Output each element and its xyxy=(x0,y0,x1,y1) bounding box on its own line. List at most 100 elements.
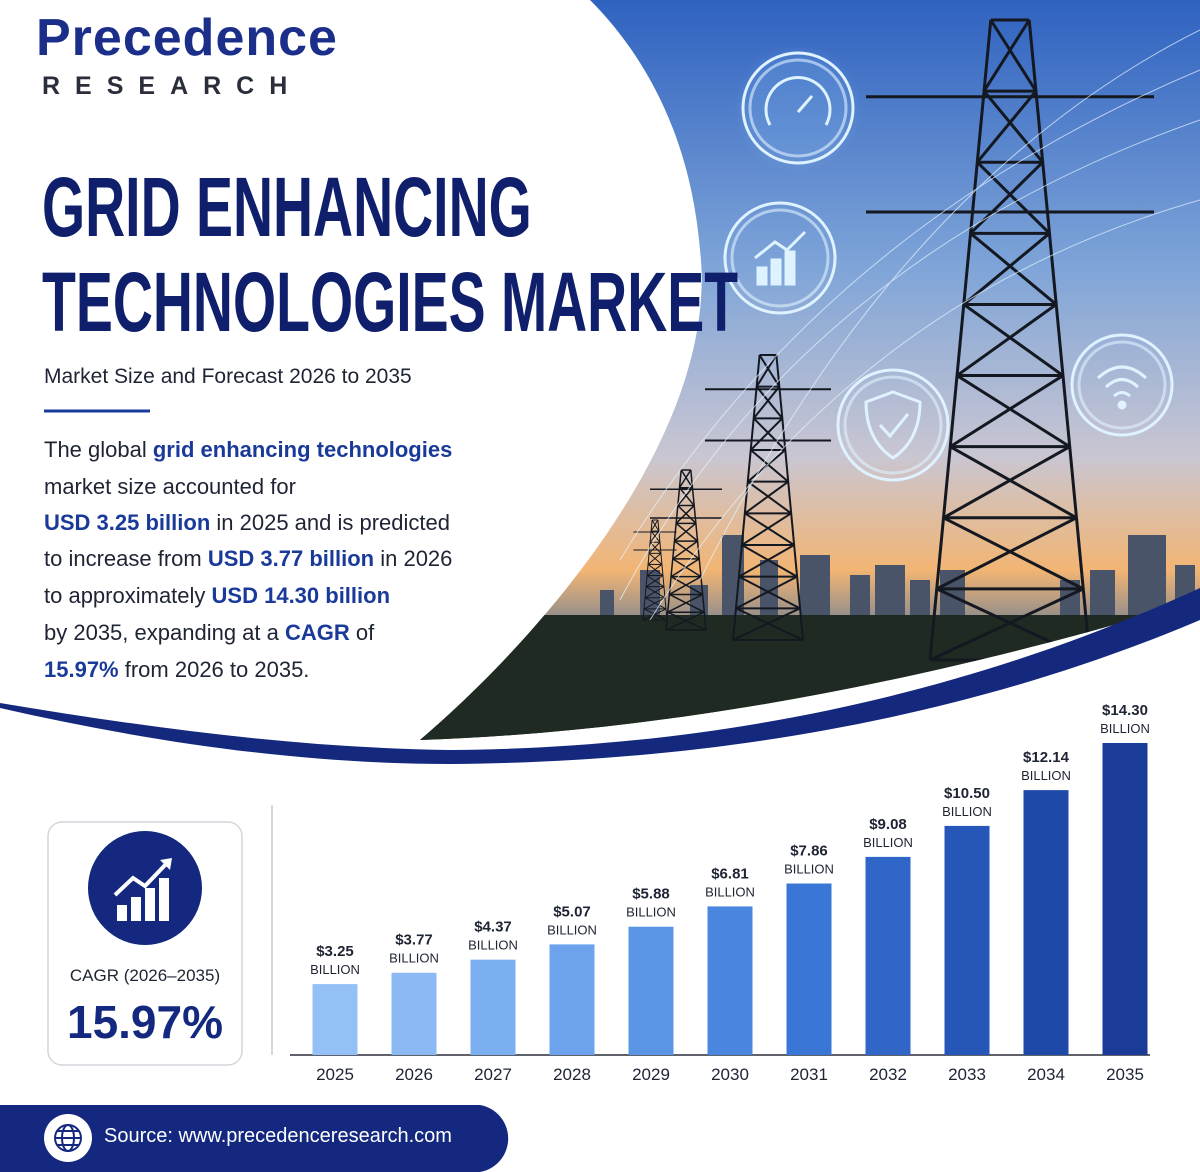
value-unit: BILLION xyxy=(547,922,597,937)
text: to approximately xyxy=(44,583,212,608)
value-unit: BILLION xyxy=(784,862,834,877)
tower-brace xyxy=(669,576,702,596)
tower-brace xyxy=(675,522,699,542)
subtitle: Market Size and Forecast 2026 to 2035 xyxy=(44,365,412,388)
tower-brace xyxy=(672,540,698,560)
value-label: $3.77 xyxy=(395,932,433,949)
tower-brace xyxy=(735,575,798,610)
tower-brace xyxy=(648,541,661,554)
tower-brace xyxy=(674,540,700,560)
value-label: $5.07 xyxy=(553,903,591,920)
tower-brace xyxy=(649,530,660,543)
cagr-icon-bars xyxy=(113,858,172,921)
value-unit: BILLION xyxy=(1100,721,1150,736)
globe-lines xyxy=(54,1124,82,1152)
value-unit: BILLION xyxy=(942,804,992,819)
logo-subtitle: RESEARCH xyxy=(42,72,303,100)
tower-brace xyxy=(750,449,789,483)
x-tick-label: 2030 xyxy=(711,1065,749,1084)
icons xyxy=(723,44,1174,482)
bar xyxy=(470,959,516,1055)
tower-brace xyxy=(646,575,665,588)
highlight: USD 3.25 billion xyxy=(44,510,211,535)
tower-brace xyxy=(989,19,1038,92)
tower-leg xyxy=(690,469,707,631)
text: to increase from xyxy=(44,546,208,571)
building xyxy=(800,555,830,615)
highlight: USD 3.77 billion xyxy=(207,546,375,571)
bar xyxy=(1102,743,1148,1055)
cagr-value: 15.97% xyxy=(66,996,223,1048)
bar xyxy=(707,906,753,1055)
bar xyxy=(391,972,437,1055)
tower-brace xyxy=(651,519,660,532)
building xyxy=(722,535,744,620)
value-unit: BILLION xyxy=(863,835,913,850)
text: from 2026 to 2035. xyxy=(118,657,310,682)
tower-brace xyxy=(982,90,1044,164)
value-unit: BILLION xyxy=(1021,768,1071,783)
tower-brace xyxy=(672,558,702,578)
title-line: GRID ENHANCING xyxy=(42,160,532,254)
text: in 2025 and is predicted xyxy=(210,510,450,535)
tower-brace xyxy=(732,607,801,641)
bar xyxy=(1023,790,1069,1055)
tower-leg xyxy=(1027,19,1092,661)
value-label: $14.30 xyxy=(1102,702,1148,719)
tower-leg xyxy=(642,519,653,621)
tower-brace xyxy=(665,611,705,631)
tower-brace xyxy=(962,232,1051,306)
value-label: $10.50 xyxy=(944,785,990,802)
tower xyxy=(705,354,831,641)
tower-brace xyxy=(949,374,1064,448)
bar xyxy=(944,825,990,1055)
bar-chart: $3.25 BILLION 2025 $3.77 BILLION 2026 $4.37 BIL… xyxy=(310,702,1150,1084)
building xyxy=(875,565,905,620)
tower-brace xyxy=(677,487,694,507)
tower-brace xyxy=(646,564,663,576)
source[interactable]: Source: www.precedenceresearch.com xyxy=(104,1125,452,1147)
tower-brace xyxy=(738,575,801,610)
tower-brace xyxy=(744,480,789,515)
bar xyxy=(786,883,832,1055)
text: in 2026 xyxy=(374,546,453,571)
value-label: $6.81 xyxy=(711,865,749,882)
value-label: $4.37 xyxy=(474,919,512,936)
description-line: by 2035, expanding at a CAGR of xyxy=(44,620,374,646)
bar xyxy=(312,984,358,1055)
tower-brace xyxy=(744,512,795,546)
tower-brace xyxy=(752,386,781,419)
building xyxy=(600,590,614,620)
x-tick-label: 2029 xyxy=(632,1065,670,1084)
description-line: to increase from USD 3.77 billion in 202… xyxy=(44,546,452,572)
text: by 2035, expanding at a xyxy=(44,620,285,645)
tower-brace xyxy=(669,593,705,613)
tower-brace xyxy=(755,386,784,419)
tower-brace xyxy=(956,303,1058,377)
tower-brace xyxy=(969,161,1044,235)
bar xyxy=(549,944,595,1055)
tower-brace xyxy=(677,505,697,524)
title-line: TECHNOLOGIES MARKET xyxy=(42,255,739,349)
tower-brace xyxy=(956,374,1071,448)
tower-brace xyxy=(645,575,664,588)
bar xyxy=(628,926,674,1055)
highlight: 15.97% xyxy=(44,657,119,682)
value-unit: BILLION xyxy=(705,884,755,899)
building xyxy=(760,560,778,615)
tower-brace xyxy=(936,516,1078,591)
tower-brace xyxy=(735,607,804,641)
tower-brace xyxy=(741,544,798,578)
value-label: $9.08 xyxy=(869,816,907,833)
tower-brace xyxy=(675,505,695,524)
tower-brace xyxy=(962,303,1064,377)
building xyxy=(1128,535,1166,620)
x-tick-label: 2035 xyxy=(1106,1065,1144,1084)
tower-brace xyxy=(678,487,695,507)
building xyxy=(910,580,930,620)
tower-brace xyxy=(650,530,661,543)
tower-brace xyxy=(747,480,792,515)
value-label: $5.88 xyxy=(632,886,670,903)
tower-brace xyxy=(643,597,666,610)
